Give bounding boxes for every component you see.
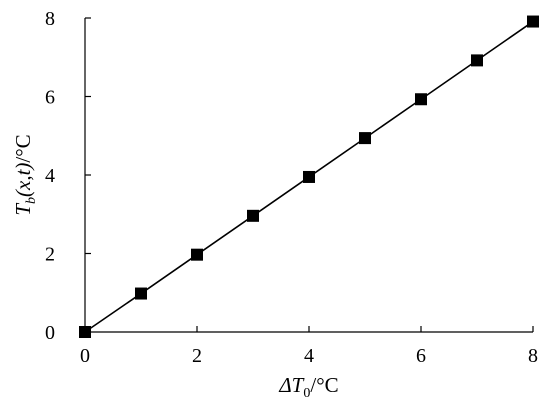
x-tick-label: 8 (528, 345, 538, 367)
y-tick-label: 8 (45, 8, 55, 30)
x-tick-label: 4 (304, 345, 314, 367)
x-tick-label: 0 (80, 345, 90, 367)
data-point-marker (247, 209, 259, 222)
y-axis-label-sub: b (24, 197, 39, 204)
data-point-marker (471, 54, 483, 67)
y-axis-label-unit: /°C (11, 134, 35, 162)
x-tick-label: 2 (192, 345, 202, 367)
y-axis-label-args: (x,t) (11, 163, 35, 197)
data-point-marker (135, 287, 147, 300)
x-axis-label-unit: /°C (310, 373, 338, 397)
x-ticks: 0 2 4 6 8 (80, 326, 538, 367)
data-point-marker (79, 326, 91, 338)
x-axis-label: ΔT0/°C (278, 373, 338, 401)
y-tick-label: 0 (45, 322, 55, 344)
y-axis-label-main: T (11, 203, 35, 216)
data-point-marker (359, 132, 371, 145)
y-axis-label: Tb(x,t)/°C (11, 134, 39, 215)
data-point-marker (191, 248, 203, 261)
data-point-marker (415, 93, 427, 106)
x-axis-label-sub: 0 (303, 386, 310, 401)
data-point-marker (303, 170, 315, 183)
y-tick-label: 2 (45, 244, 55, 266)
y-ticks: 0 2 4 6 8 (45, 8, 91, 344)
x-tick-label: 6 (416, 345, 426, 367)
x-axis-label-main: ΔT (278, 373, 304, 397)
series-group (79, 15, 539, 338)
data-point-marker (527, 15, 539, 28)
y-tick-label: 4 (45, 165, 55, 187)
y-tick-label: 6 (45, 87, 55, 109)
